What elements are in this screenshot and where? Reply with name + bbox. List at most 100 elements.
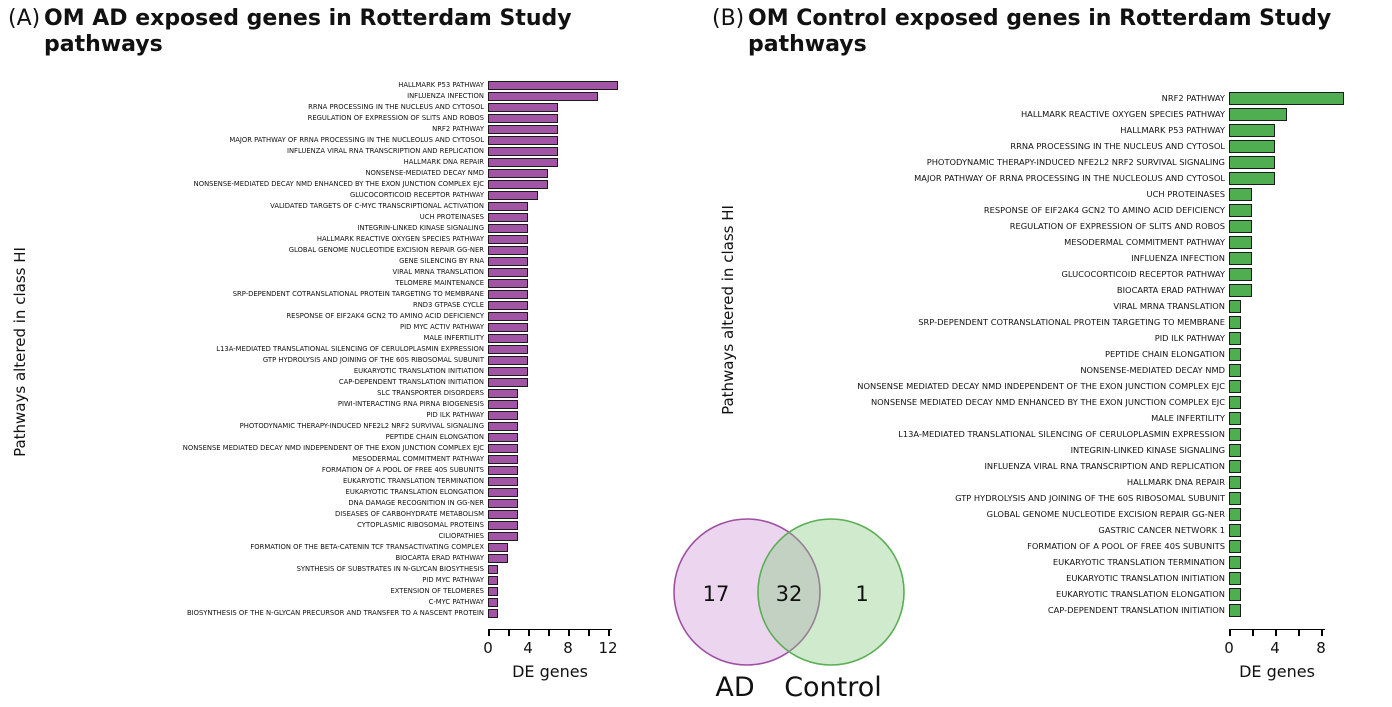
de-genes-bar [1229, 427, 1241, 441]
x-axis-tick-label: 0 [1224, 639, 1234, 657]
de-genes-bar [488, 345, 528, 354]
venn-circle-control [757, 518, 905, 666]
pathway-label: HALLMARK REACTIVE OXYGEN SPECIES PATHWAY [1020, 108, 1225, 119]
bar-row: CILIOPATHIES [0, 531, 696, 542]
bar-row: PID MYC PATHWAY [0, 575, 696, 586]
de-genes-bar [1229, 379, 1241, 393]
pathway-label: GENE SILENCING BY RNA [399, 257, 484, 266]
bar-row: DNA DAMAGE RECOGNITION IN GG-NER [0, 498, 696, 509]
venn-diagram: 17 32 1 AD Control [655, 508, 955, 707]
bar-row: EUKARYOTIC TRANSLATION ELONGATION [0, 487, 696, 498]
bar-row: UCH PROTEINASES [696, 186, 1392, 202]
bar-row: MAJOR PATHWAY OF RRNA PROCESSING IN THE … [0, 135, 696, 146]
pathway-label: PEPTIDE CHAIN ELONGATION [385, 433, 484, 442]
pathway-label: FORMATION OF A POOL OF FREE 40S SUBUNITS [1027, 540, 1225, 551]
de-genes-bar [488, 180, 548, 189]
bar-row: EUKARYOTIC TRANSLATION ELONGATION [696, 586, 1392, 602]
de-genes-bar [1229, 235, 1252, 249]
de-genes-bar [1229, 219, 1252, 233]
bar-row: REGULATION OF EXPRESSION OF SLITS AND RO… [696, 218, 1392, 234]
bar-row: NONSENSE-MEDIATED DECAY NMD [696, 362, 1392, 378]
pathway-label: GTP HYDROLYSIS AND JOINING OF THE 60S RI… [955, 492, 1225, 503]
bar-row: HALLMARK DNA REPAIR [696, 474, 1392, 490]
bar-row: EUKARYOTIC TRANSLATION TERMINATION [0, 476, 696, 487]
pathway-label: EUKARYOTIC TRANSLATION TERMINATION [1052, 556, 1225, 567]
pathway-label: INTEGRIN-LINKED KINASE SIGNALING [357, 224, 484, 233]
bar-row: HALLMARK P53 PATHWAY [696, 122, 1392, 138]
bar-row: NONSENSE-MEDIATED DECAY NMD [0, 168, 696, 179]
bar-row: HALLMARK DNA REPAIR [0, 157, 696, 168]
pathway-label: INFLUENZA INFECTION [407, 92, 484, 101]
bar-row: L13A-MEDIATED TRANSLATIONAL SILENCING OF… [0, 344, 696, 355]
pathway-label: EUKARYOTIC TRANSLATION TERMINATION [342, 477, 484, 486]
de-genes-bar [488, 367, 528, 376]
pathway-label: TELOMERE MAINTENANCE [395, 279, 484, 288]
pathway-label: VALIDATED TARGETS OF C-MYC TRANSCRIPTION… [270, 202, 484, 211]
bar-row: GASTRIC CANCER NETWORK 1 [696, 522, 1392, 538]
bar-row: VALIDATED TARGETS OF C-MYC TRANSCRIPTION… [0, 201, 696, 212]
bar-row: MESODERMAL COMMITMENT PATHWAY [696, 234, 1392, 250]
de-genes-bar [488, 92, 598, 101]
pathway-label: PHOTODYNAMIC THERAPY-INDUCED NFE2L2 NRF2… [239, 422, 484, 431]
bar-row: EUKARYOTIC TRANSLATION TERMINATION [696, 554, 1392, 570]
x-axis-tick [1321, 630, 1323, 636]
de-genes-bar [488, 378, 528, 387]
de-genes-bar [488, 521, 518, 530]
de-genes-bar [1229, 555, 1241, 569]
de-genes-bar [488, 477, 518, 486]
bar-row: CAP-DEPENDENT TRANSLATION INITIATION [696, 602, 1392, 618]
pathway-label: VIRAL MRNA TRANSLATION [1113, 300, 1225, 311]
pathway-label: CYTOPLASMIC RIBOSOMAL PROTEINS [357, 521, 484, 530]
pathway-label: REGULATION OF EXPRESSION OF SLITS AND RO… [1009, 220, 1225, 231]
bar-row: VIRAL MRNA TRANSLATION [0, 267, 696, 278]
bar-row: INTEGRIN-LINKED KINASE SIGNALING [696, 442, 1392, 458]
de-genes-bar [488, 565, 498, 574]
de-genes-bar [488, 554, 508, 563]
bar-row: L13A-MEDIATED TRANSLATIONAL SILENCING OF… [696, 426, 1392, 442]
de-genes-bar [1229, 459, 1241, 473]
pathway-label: PID ILK PATHWAY [426, 411, 484, 420]
bar-row: NONSENSE-MEDIATED DECAY NMD ENHANCED BY … [0, 179, 696, 190]
x-axis-tick [548, 630, 550, 636]
de-genes-bar [1229, 155, 1275, 169]
de-genes-bar [488, 598, 498, 607]
de-genes-bar [1229, 571, 1241, 585]
de-genes-bar [488, 609, 498, 618]
de-genes-bar [1229, 267, 1252, 281]
de-genes-bar [488, 422, 518, 431]
pathway-label: DISEASES OF CARBOHYDRATE METABOLISM [335, 510, 484, 519]
pathway-label: L13A-MEDIATED TRANSLATIONAL SILENCING OF… [898, 428, 1225, 439]
x-axis-tick [568, 630, 570, 636]
de-genes-bar [1229, 443, 1241, 457]
pathway-label: MESODERMAL COMMITMENT PATHWAY [352, 455, 484, 464]
pathway-label: PID MYC ACTIV PATHWAY [400, 323, 484, 332]
venn-count-overlap: 32 [776, 582, 803, 606]
bar-row: EUKARYOTIC TRANSLATION INITIATION [0, 366, 696, 377]
bar-row: NONSENSE MEDIATED DECAY NMD INDEPENDENT … [696, 378, 1392, 394]
bar-row: MALE INFERTILITY [0, 333, 696, 344]
bar-row: RND3 GTPASE CYCLE [0, 300, 696, 311]
pathway-label: RRNA PROCESSING IN THE NUCLEUS AND CYTOS… [308, 103, 484, 112]
pathway-label: EUKARYOTIC TRANSLATION ELONGATION [1055, 588, 1225, 599]
bar-row: RRNA PROCESSING IN THE NUCLEUS AND CYTOS… [0, 102, 696, 113]
bar-row: C-MYC PATHWAY [0, 597, 696, 608]
de-genes-bar [488, 103, 558, 112]
pathway-label: MALE INFERTILITY [1151, 412, 1225, 423]
de-genes-bar [1229, 251, 1252, 265]
x-axis-line: 0 4 8 DE genes [1224, 629, 1326, 681]
x-axis-tick [1229, 630, 1231, 636]
venn-count-ad-only: 17 [703, 582, 730, 606]
panel-a-tag: (A) [8, 6, 41, 31]
pathway-label: UCH PROTEINASES [419, 213, 484, 222]
bar-row: TELOMERE MAINTENANCE [0, 278, 696, 289]
bar-row: PEPTIDE CHAIN ELONGATION [0, 432, 696, 443]
bar-row: SRP-DEPENDENT COTRANSLATIONAL PROTEIN TA… [0, 289, 696, 300]
de-genes-bar [488, 114, 558, 123]
de-genes-bar [488, 301, 528, 310]
de-genes-bar [488, 169, 548, 178]
pathway-label: BIOCARTA ERAD PATHWAY [395, 554, 484, 563]
pathway-label: INFLUENZA VIRAL RNA TRANSCRIPTION AND RE… [984, 460, 1225, 471]
bar-row: GLOBAL GENOME NUCLEOTIDE EXCISION REPAIR… [0, 245, 696, 256]
pathway-label: SRP-DEPENDENT COTRANSLATIONAL PROTEIN TA… [232, 290, 484, 299]
de-genes-bar [488, 499, 518, 508]
